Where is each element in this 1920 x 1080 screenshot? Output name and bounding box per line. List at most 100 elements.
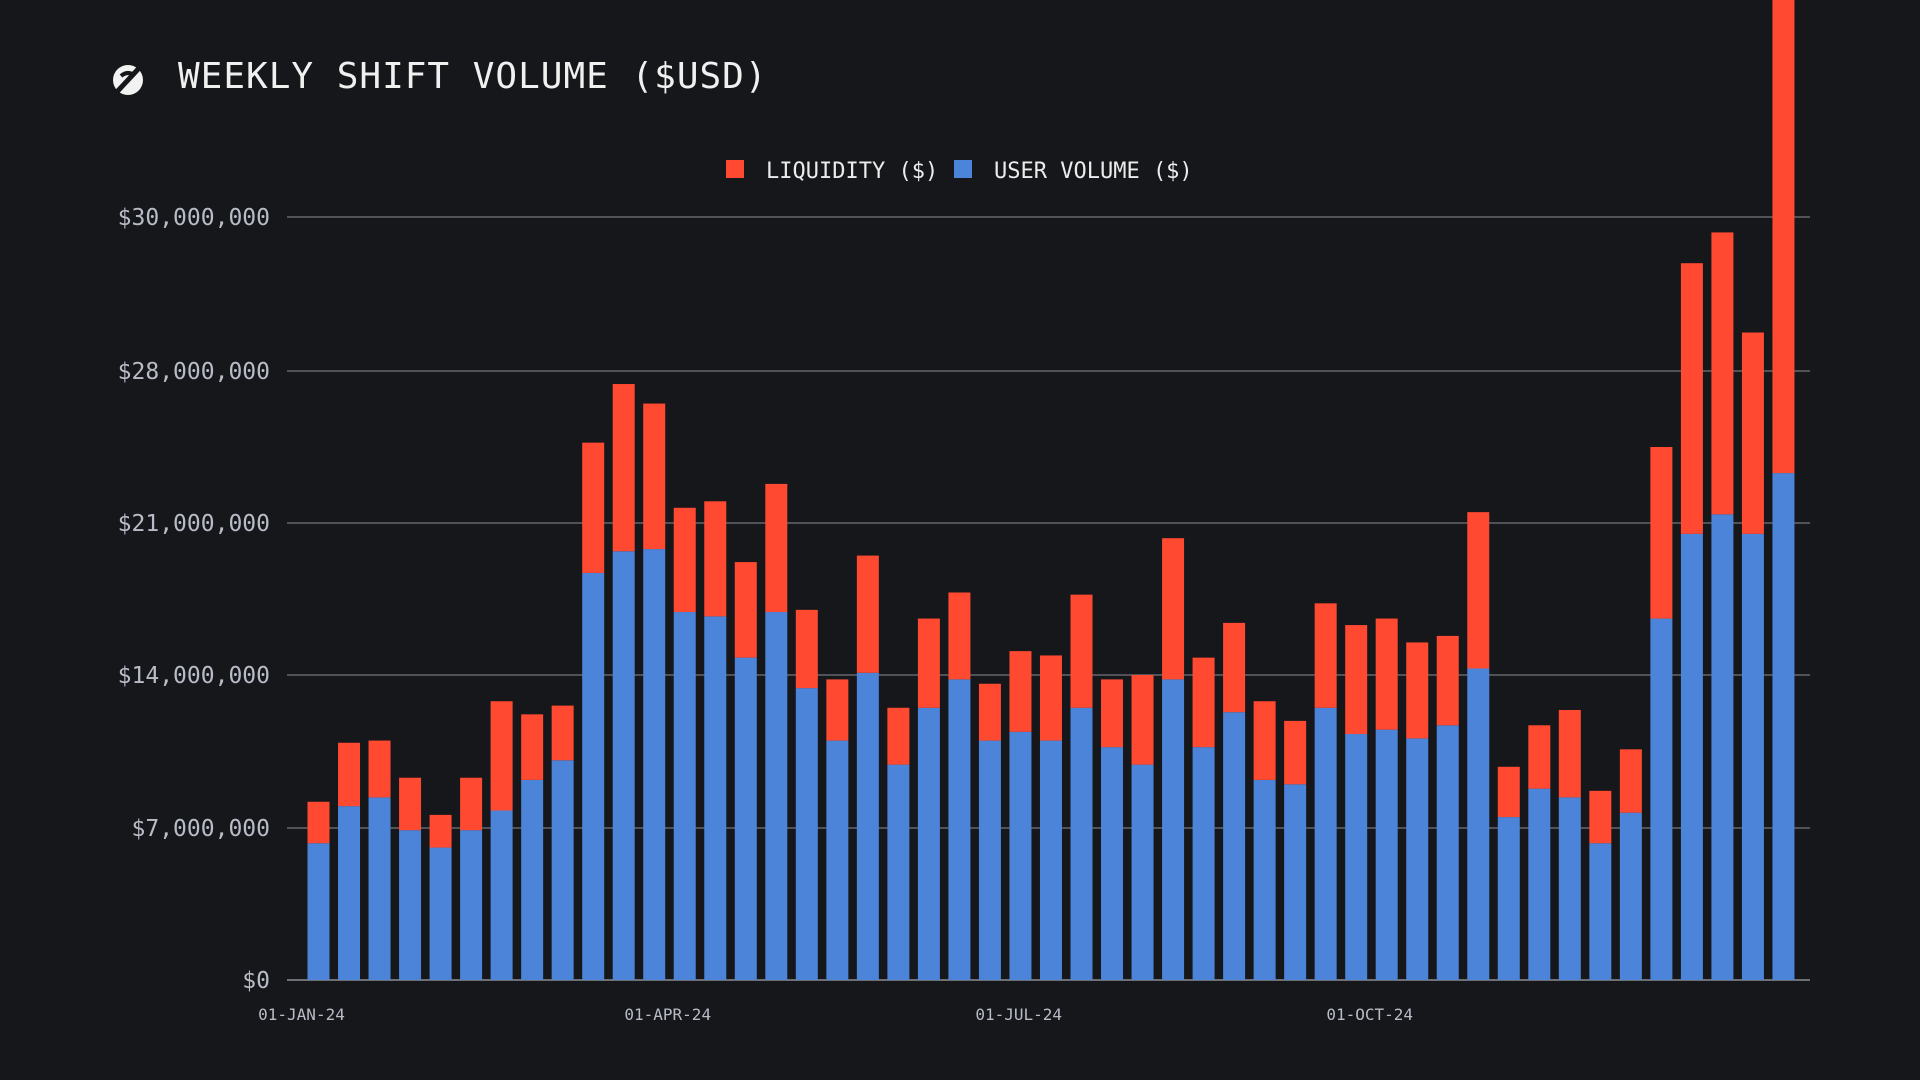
chart-gridlines — [287, 216, 1810, 981]
liquidity-bar — [1436, 635, 1459, 726]
y-tick-label: $21,000,000 — [118, 511, 270, 537]
user-volume-bar — [1162, 679, 1185, 980]
user-volume-bar — [917, 707, 940, 980]
y-tick-label: $14,000,000 — [118, 663, 270, 689]
liquidity-bar — [1101, 679, 1124, 748]
user-volume-bar — [1192, 747, 1215, 980]
user-volume-bar — [1253, 779, 1276, 980]
liquidity-bar — [1162, 538, 1185, 680]
x-tick-label: 01-OCT-24 — [1326, 1005, 1413, 1024]
liquidity-bar — [1406, 642, 1429, 739]
liquidity-bar — [795, 609, 818, 689]
liquidity-bar — [1253, 701, 1276, 780]
user-volume-bar — [612, 551, 635, 980]
legend-swatch-user-volume — [954, 160, 972, 178]
user-volume-bar — [887, 764, 910, 980]
liquidity-bar — [1131, 675, 1154, 765]
user-volume-bar — [338, 806, 361, 980]
liquidity-bar — [887, 707, 910, 765]
legend-label-liquidity: LIQUIDITY ($) — [766, 159, 938, 184]
liquidity-bar — [1192, 657, 1215, 748]
liquidity-bar — [1589, 790, 1612, 844]
liquidity-bar — [1558, 709, 1581, 798]
chart-legend: LIQUIDITY ($) USER VOLUME ($) — [726, 159, 1193, 184]
user-volume-bar — [1650, 618, 1673, 980]
liquidity-bar — [1314, 603, 1337, 708]
user-volume-bar — [673, 612, 696, 980]
user-volume-bar — [1741, 533, 1764, 980]
user-volume-bar — [1101, 747, 1124, 980]
liquidity-bar — [307, 801, 330, 844]
user-volume-bar — [643, 549, 666, 980]
x-tick-label: 01-APR-24 — [624, 1005, 711, 1024]
liquidity-bar — [1711, 232, 1734, 515]
user-volume-bar — [521, 779, 544, 980]
liquidity-bar — [856, 555, 879, 673]
user-volume-bar — [399, 830, 422, 980]
user-volume-bar — [1406, 738, 1429, 980]
liquidity-bar — [948, 592, 971, 680]
liquidity-bar — [765, 483, 788, 613]
liquidity-bar — [1070, 594, 1093, 708]
liquidity-bar — [643, 403, 666, 550]
liquidity-bar — [429, 814, 452, 848]
user-volume-bar — [1039, 740, 1062, 980]
user-volume-bar — [1375, 729, 1398, 980]
user-volume-bar — [1345, 734, 1368, 980]
liquidity-bar — [1223, 622, 1246, 713]
liquidity-bar — [368, 740, 391, 798]
user-volume-bar — [826, 740, 849, 980]
user-volume-bar — [1131, 764, 1154, 980]
liquidity-bar — [1772, 0, 1795, 474]
user-volume-bar — [582, 572, 605, 980]
liquidity-bar — [734, 562, 757, 658]
liquidity-bar — [612, 384, 635, 552]
liquidity-bar — [1467, 512, 1490, 669]
liquidity-bar — [1345, 625, 1368, 735]
user-volume-bar — [978, 740, 1001, 980]
chart-bars — [307, 0, 1795, 980]
liquidity-bar — [1528, 725, 1551, 789]
liquidity-bar — [399, 777, 422, 831]
user-volume-bar — [1070, 707, 1093, 980]
user-volume-bar — [551, 760, 574, 980]
legend-label-user-volume: USER VOLUME ($) — [994, 159, 1193, 184]
liquidity-bar — [338, 742, 361, 807]
user-volume-bar — [307, 843, 330, 980]
liquidity-bar — [460, 777, 483, 831]
user-volume-bar — [1772, 473, 1795, 980]
user-volume-bar — [795, 688, 818, 980]
y-tick-label: $28,000,000 — [118, 359, 270, 385]
user-volume-bar — [1314, 707, 1337, 980]
user-volume-bar — [734, 657, 757, 980]
y-axis: $0 $7,000,000 $14,000,000 $21,000,000 $28,00… — [118, 205, 270, 994]
liquidity-bar — [1497, 766, 1520, 818]
liquidity-bar — [582, 442, 605, 573]
liquidity-bar — [1619, 749, 1642, 813]
user-volume-bar — [1223, 712, 1246, 980]
liquidity-bar — [1039, 655, 1062, 741]
chart-title: WEEKLY SHIFT VOLUME ($USD) — [178, 56, 768, 97]
user-volume-bar — [1680, 533, 1703, 980]
user-volume-bar — [948, 679, 971, 980]
user-volume-bar — [1436, 725, 1459, 980]
liquidity-bar — [1284, 720, 1307, 785]
user-volume-bar — [490, 810, 513, 980]
user-volume-bar — [368, 797, 391, 980]
x-tick-label: 01-JAN-24 — [258, 1005, 345, 1024]
user-volume-bar — [765, 612, 788, 980]
legend-swatch-liquidity — [726, 160, 744, 178]
user-volume-bar — [429, 847, 452, 980]
x-tick-label: 01-JUL-24 — [975, 1005, 1062, 1024]
user-volume-bar — [1284, 784, 1307, 980]
liquidity-bar — [978, 683, 1001, 741]
user-volume-bar — [1589, 843, 1612, 980]
y-tick-label: $7,000,000 — [132, 816, 270, 842]
user-volume-bar — [1711, 514, 1734, 980]
liquidity-bar — [1375, 618, 1398, 730]
user-volume-bar — [1467, 668, 1490, 980]
user-volume-bar — [1528, 788, 1551, 980]
user-volume-bar — [1009, 731, 1032, 980]
user-volume-bar — [460, 830, 483, 980]
liquidity-bar — [1650, 447, 1673, 619]
